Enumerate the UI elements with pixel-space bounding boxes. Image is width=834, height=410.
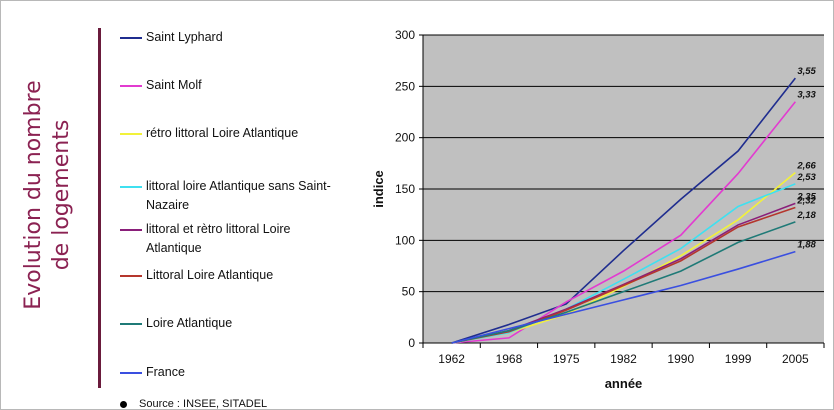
legend-label: Loire Atlantique	[146, 316, 233, 330]
series-line	[451, 183, 796, 344]
x-tick-label: 1968	[496, 352, 523, 366]
legend-swatch	[120, 37, 142, 39]
legend-label: Saint Molf	[146, 78, 202, 92]
source-text: Source : INSEE, SITADEL	[139, 398, 268, 410]
series-line	[451, 221, 796, 344]
series-lines	[451, 77, 796, 344]
y-tick-label: 100	[395, 233, 415, 247]
legend-item-saint-lyphard: Saint Lyphard	[120, 28, 340, 47]
source-note: Source : INSEE, SITADEL	[120, 398, 267, 410]
legend-swatch	[120, 275, 142, 277]
y-tick-label: 250	[395, 79, 415, 93]
end-value-label: 2,66	[796, 161, 816, 172]
legend-label: Saint Lyphard	[146, 30, 223, 44]
legend-label: Littoral Loire Atlantique	[146, 268, 274, 282]
legend-item-france: France	[120, 363, 340, 382]
end-value-label: 3,55	[797, 66, 816, 77]
x-tick-label: 1962	[438, 352, 465, 366]
legend-item-saint-molf: Saint Molf	[120, 76, 340, 95]
x-tick-label: 1982	[610, 352, 637, 366]
x-tick-label: 1999	[725, 352, 752, 366]
series-line	[451, 77, 796, 344]
legend-item-littoral-loire-atlantique: Littoral Loire Atlantique	[120, 266, 340, 285]
end-value-labels: 3,55 3,33 2,662,53 2,352,32 2,18 1,88	[796, 66, 816, 251]
end-value-label: 1,88	[797, 240, 816, 251]
legend-swatch	[120, 372, 142, 374]
end-value-label: 2,18	[796, 210, 816, 221]
series-line	[451, 250, 796, 344]
y-tick-label: 150	[395, 182, 415, 196]
legend-swatch	[120, 85, 142, 87]
legend-swatch	[120, 186, 142, 188]
x-tick-label: 1990	[667, 352, 694, 366]
legend-swatch	[120, 323, 142, 325]
x-axis-label: année	[605, 376, 643, 391]
legend-label: littoral et rètro littoral Loire Atlanti…	[146, 222, 291, 255]
legend-item-loire-atlantique: Loire Atlantique	[120, 314, 340, 333]
end-value-label: 2,53	[796, 172, 816, 183]
legend-swatch	[120, 133, 142, 135]
y-axis-label: indice	[371, 170, 386, 208]
bullet-icon	[120, 400, 127, 408]
end-value-label: 2,35	[796, 191, 816, 202]
y-axis-ticks: 0 50 100 150 200 250 300	[395, 28, 423, 350]
y-tick-label: 300	[395, 28, 415, 42]
legend-item-littoral-sans-saint-nazaire: littoral loire Atlantique sans Saint-Naz…	[120, 177, 340, 215]
legend-swatch	[120, 229, 142, 231]
y-tick-label: 200	[395, 131, 415, 145]
title-divider	[98, 28, 101, 388]
y-tick-label: 0	[408, 336, 415, 350]
legend-item-retro-littoral: rétro littoral Loire Atlantique	[120, 124, 340, 143]
series-line	[451, 101, 796, 344]
legend-label: littoral loire Atlantique sans Saint-Naz…	[146, 179, 331, 212]
legend-label: France	[146, 365, 185, 379]
legend-label: rétro littoral Loire Atlantique	[146, 126, 299, 140]
legend-item-littoral-et-retro-littoral: littoral et rètro littoral Loire Atlanti…	[120, 220, 340, 258]
end-value-label: 3,33	[797, 90, 816, 101]
x-axis-ticks: 1962 1968 1975 1982 1990 1999 2005	[422, 343, 825, 366]
x-tick-label: 1975	[553, 352, 580, 366]
y-tick-label: 50	[402, 285, 416, 299]
series-line	[451, 206, 796, 344]
x-tick-label: 2005	[782, 352, 809, 366]
end-value-label: 2,32	[796, 195, 816, 206]
